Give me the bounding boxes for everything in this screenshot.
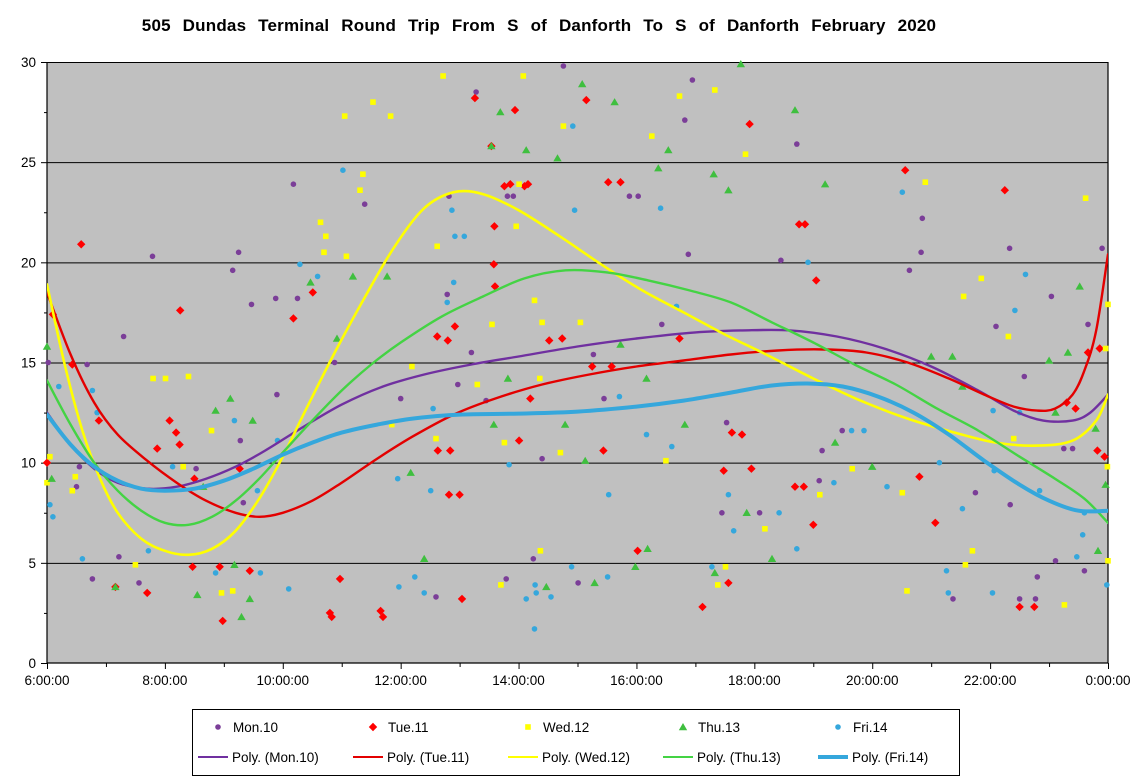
- trendline-swatch-icon: [818, 755, 848, 759]
- series-fri14-points: [47, 123, 1110, 632]
- legend-label: Poly. (Thu.13): [697, 749, 781, 765]
- circle-marker-icon: [835, 724, 841, 730]
- legend-label: Poly. (Fri.14): [852, 749, 929, 765]
- diamond-marker-icon: [368, 722, 378, 732]
- svg-text:5: 5: [28, 556, 36, 571]
- trendline-swatch-icon: [663, 755, 693, 759]
- svg-text:10:00:00: 10:00:00: [256, 673, 309, 688]
- legend-label: Poly. (Mon.10): [232, 749, 319, 765]
- x-axis-labels: 6:00:00 8:00:00 10:00:00 12:00:00 14:00:00 16…: [24, 673, 1130, 688]
- svg-text:0: 0: [28, 656, 36, 671]
- svg-text:20: 20: [21, 255, 36, 270]
- legend-item-polytue11: Poly. (Tue.11): [353, 748, 469, 766]
- legend-label: Wed.12: [543, 719, 590, 735]
- legend-label: Mon.10: [233, 719, 279, 735]
- trendline-swatch-icon: [198, 755, 228, 759]
- svg-text:25: 25: [21, 155, 36, 170]
- legend-label: Thu.13: [698, 719, 741, 735]
- legend-item-polywed12: Poly. (Wed.12): [508, 748, 630, 766]
- svg-text:15: 15: [21, 356, 36, 371]
- trendline-polywed12: [47, 189, 1108, 557]
- svg-text:20:00:00: 20:00:00: [846, 673, 899, 688]
- legend-item-tue11: Tue.11: [366, 718, 429, 736]
- legend-item-wed12: Wed.12: [521, 718, 589, 736]
- series-wed12-points: [44, 73, 1111, 608]
- trendline-swatch-icon: [508, 755, 538, 759]
- trendline-polythu13: [47, 268, 1108, 527]
- svg-text:14:00:00: 14:00:00: [492, 673, 545, 688]
- svg-text:0:00:00: 0:00:00: [1085, 673, 1130, 688]
- svg-text:6:00:00: 6:00:00: [24, 673, 69, 688]
- svg-text:10: 10: [21, 456, 36, 471]
- svg-text:16:00:00: 16:00:00: [610, 673, 663, 688]
- legend-label: Tue.11: [388, 719, 429, 735]
- svg-text:30: 30: [21, 55, 36, 70]
- legend-label: Fri.14: [853, 719, 888, 735]
- trendline-swatch-icon: [353, 755, 383, 759]
- legend-item-thu13: Thu.13: [676, 718, 740, 736]
- legend-item-mon10: Mon.10: [211, 718, 278, 736]
- chart-title: 505 Dundas Terminal Round Trip From S of…: [141, 16, 937, 35]
- legend: Mon.10 Tue.11 Wed.12 Thu.13 Fri.14 Poly. (Mon…: [192, 709, 960, 776]
- circle-marker-icon: [215, 724, 221, 730]
- legend-label: Poly. (Tue.11): [387, 749, 470, 765]
- series-tue11-points: [42, 93, 1109, 626]
- svg-text:8:00:00: 8:00:00: [142, 673, 187, 688]
- legend-item-polymon10: Poly. (Mon.10): [198, 748, 319, 766]
- square-marker-icon: [525, 724, 531, 730]
- legend-label: Poly. (Wed.12): [542, 749, 631, 765]
- svg-text:18:00:00: 18:00:00: [728, 673, 781, 688]
- legend-item-polyfri14: Poly. (Fri.14): [818, 748, 928, 766]
- legend-item-polythu13: Poly. (Thu.13): [663, 748, 781, 766]
- legend-item-fri14: Fri.14: [831, 718, 888, 736]
- y-axis-labels: 0 5 10 15 20 25 30: [21, 55, 36, 671]
- svg-text:12:00:00: 12:00:00: [374, 673, 427, 688]
- gridlines: [47, 62, 1108, 564]
- svg-text:22:00:00: 22:00:00: [964, 673, 1017, 688]
- series-mon10-points: [45, 63, 1105, 602]
- trendline-polyfri14: [47, 381, 1108, 514]
- triangle-marker-icon: [678, 723, 688, 731]
